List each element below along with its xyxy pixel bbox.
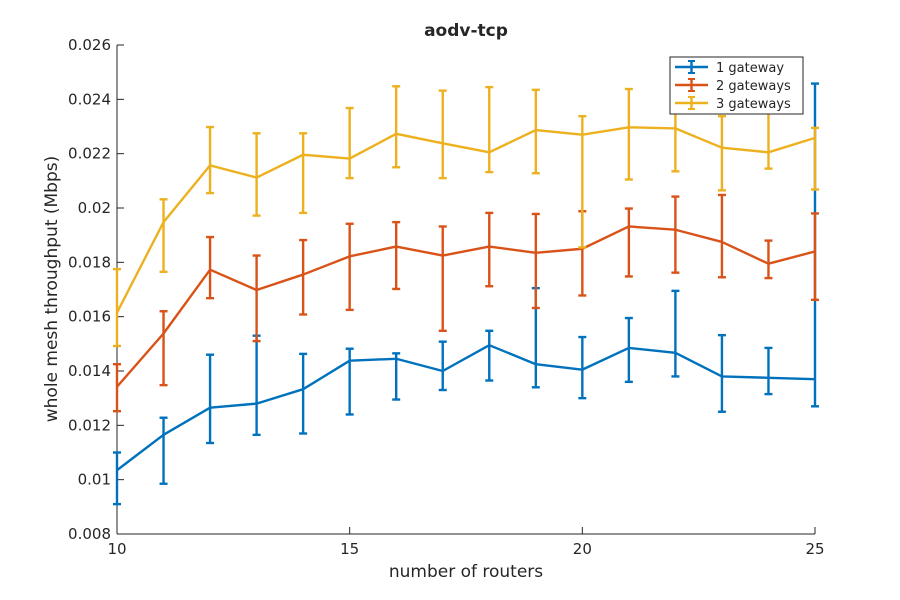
series-2: [113, 193, 819, 413]
y-tick-label: 0.014: [68, 362, 111, 380]
chart-title: aodv-tcp: [424, 21, 508, 41]
y-tick-label: 0.008: [68, 525, 111, 543]
axes: 10 15 20 25 0.008 0.01 0.012 0.014 0.016 0.018 0.0…: [68, 36, 825, 558]
x-tick-label: 15: [340, 540, 359, 558]
legend-item: 1 gateway: [675, 60, 784, 76]
legend-label: 2 gateways: [716, 79, 791, 94]
y-tick-label: 0.026: [68, 36, 111, 54]
legend: 1 gateway 2 gateways 3 gateways: [669, 56, 804, 115]
y-tick-label: 0.02: [78, 199, 111, 217]
legend-item: 3 gateways: [675, 96, 791, 112]
x-axis-label: number of routers: [389, 562, 543, 582]
y-tick-label: 0.024: [68, 90, 111, 108]
y-tick-label: 0.022: [68, 145, 111, 163]
y-tick-label: 0.01: [78, 471, 111, 489]
legend-item: 2 gateways: [675, 78, 791, 94]
series-line: [116, 343, 816, 472]
legend-label: 1 gateway: [716, 61, 784, 76]
y-tick-label: 0.012: [68, 416, 111, 434]
y-tick-label: 0.018: [68, 253, 111, 271]
x-tick-label: 25: [805, 540, 824, 558]
y-axis-label: whole mesh throughput (Mbps): [42, 156, 62, 423]
x-tick-label: 20: [573, 540, 592, 558]
series-line: [115, 126, 816, 314]
x-tick-label: 10: [107, 540, 126, 558]
legend-label: 3 gateways: [716, 97, 791, 112]
y-tick-label: 0.016: [68, 308, 111, 326]
series-line: [116, 225, 816, 388]
